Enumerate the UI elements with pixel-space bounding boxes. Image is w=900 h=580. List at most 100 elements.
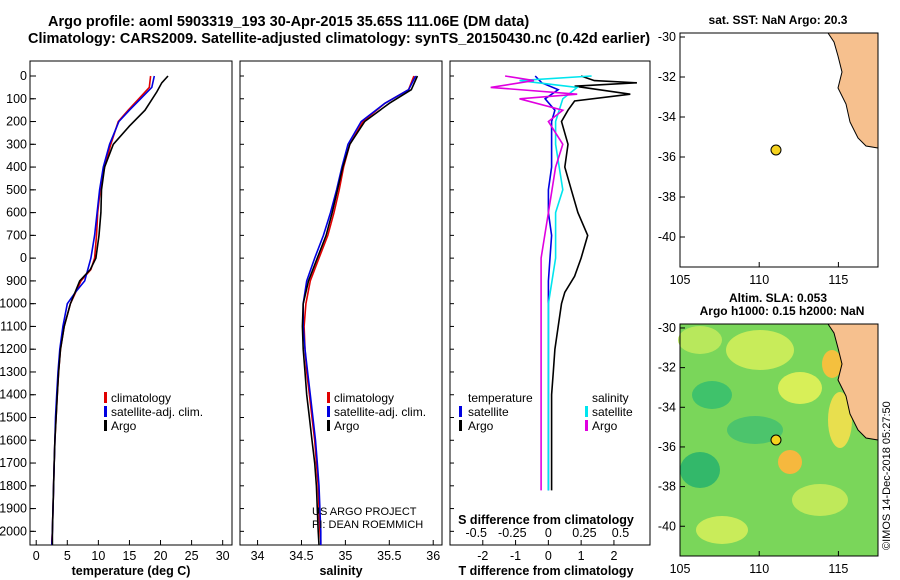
sla-field-blob bbox=[678, 326, 722, 354]
x-tick-label: 25 bbox=[185, 549, 199, 563]
map-lat-label: -34 bbox=[658, 110, 676, 124]
sla-field-blob bbox=[822, 350, 842, 378]
project-credit: US ARGO PROJECT bbox=[312, 506, 417, 518]
depth-tick-label: 100 bbox=[6, 92, 27, 106]
series-line-t-satellite bbox=[534, 75, 560, 491]
sla-field-blob bbox=[828, 392, 852, 448]
depth-tick-label: 1200 bbox=[0, 342, 27, 356]
x-tick-label: 5 bbox=[64, 549, 71, 563]
series-line-climatology bbox=[303, 75, 415, 545]
series-line-t-argo bbox=[550, 75, 637, 491]
map-lon-label: 115 bbox=[828, 273, 848, 287]
legend-satellite: satellite-adj. clim. bbox=[111, 405, 203, 419]
series-line-satellite-adj-clim- bbox=[302, 75, 417, 545]
map-lon-label: 110 bbox=[749, 273, 769, 287]
series-line-argo bbox=[301, 75, 419, 546]
sst-map: -30 -32 -34 -36 -38 -40 105 110 115 bbox=[658, 30, 879, 287]
x-tick-label: 34.5 bbox=[289, 549, 313, 563]
x-tick-label: 1 bbox=[578, 549, 585, 563]
s-tick-label: -0.25 bbox=[498, 526, 527, 540]
salinity-plot: 34 34.5 35 35.5 36 bbox=[240, 75, 440, 563]
depth-tick-label: 0 bbox=[20, 251, 27, 265]
sla-field-blob bbox=[792, 484, 848, 516]
legend-argo: Argo bbox=[111, 419, 137, 433]
depth-tick-label: 1700 bbox=[0, 456, 27, 470]
sla-map-title-2: Argo h1000: 0.15 h2000: NaN bbox=[700, 304, 865, 318]
difference-legend: temperature satellite Argo salinity sate… bbox=[459, 391, 633, 433]
map-lat-label: -40 bbox=[658, 519, 676, 533]
imos-credit: ©IMOS 14-Dec-2018 05:27:50 bbox=[881, 401, 893, 550]
x-tick-label: 0 bbox=[545, 549, 552, 563]
depth-tick-label: 200 bbox=[6, 115, 27, 129]
map-lon-label: 105 bbox=[670, 562, 691, 576]
t-difference-xlabel: T difference from climatology bbox=[458, 564, 633, 578]
difference-panel-frame bbox=[449, 60, 651, 546]
depth-tick-label: 600 bbox=[6, 206, 27, 220]
title-line-2: Climatology: CARS2009. Satellite-adjuste… bbox=[28, 31, 650, 47]
legend-t-argo: Argo bbox=[468, 419, 494, 433]
sla-map-frame bbox=[679, 323, 879, 557]
argo-float-position-marker bbox=[770, 144, 782, 156]
sla-field-blob bbox=[726, 330, 794, 370]
s-tick-label: 0 bbox=[545, 526, 552, 540]
map-lat-label: -32 bbox=[658, 70, 676, 84]
sla-field-blob bbox=[778, 450, 802, 474]
depth-tick-label: 1400 bbox=[0, 388, 27, 402]
legend-t-satellite: satellite bbox=[468, 405, 509, 419]
sla-field-blob bbox=[680, 452, 720, 488]
x-tick-label: 35 bbox=[338, 549, 352, 563]
temperature-xlabel: temperature (deg C) bbox=[72, 564, 191, 578]
map-lon-label: 105 bbox=[670, 273, 691, 287]
map-lat-label: -38 bbox=[658, 480, 676, 494]
sst-map-frame bbox=[679, 32, 879, 268]
x-tick-label: -1 bbox=[510, 549, 521, 563]
x-tick-label: 35.5 bbox=[377, 549, 401, 563]
map-lon-label: 115 bbox=[828, 562, 848, 576]
sla-field-blob bbox=[696, 516, 748, 544]
depth-tick-label: 1500 bbox=[0, 411, 27, 425]
legend-swatch-t-satellite bbox=[459, 406, 462, 417]
legend-temperature-title: temperature bbox=[468, 391, 533, 405]
s-tick-label: 0.5 bbox=[612, 526, 629, 540]
salinity-legend: climatology satellite-adj. clim. Argo US… bbox=[312, 391, 426, 531]
depth-tick-label: 300 bbox=[6, 137, 27, 151]
x-tick-label: 2 bbox=[610, 549, 617, 563]
title-line-1: Argo profile: aoml 5903319_193 30-Apr-20… bbox=[48, 14, 529, 30]
legend-swatch-satellite bbox=[327, 406, 330, 417]
depth-tick-label: 700 bbox=[6, 228, 27, 242]
legend-s-argo: Argo bbox=[592, 419, 618, 433]
map-lat-label: -30 bbox=[658, 321, 676, 335]
depth-tick-label: 1600 bbox=[0, 433, 27, 447]
legend-swatch-s-satellite bbox=[585, 406, 588, 417]
sla-map: -30 -32 -34 -36 -38 -40 105 110 115 bbox=[658, 321, 879, 576]
map-lat-label: -40 bbox=[658, 230, 676, 244]
x-tick-label: 0 bbox=[33, 549, 40, 563]
legend-salinity-title: salinity bbox=[592, 391, 629, 405]
legend-swatch-argo bbox=[327, 420, 330, 431]
map-lat-label: -34 bbox=[658, 400, 676, 414]
legend-argo: Argo bbox=[334, 419, 360, 433]
legend-swatch-satellite bbox=[104, 406, 107, 417]
temperature-legend: climatology satellite-adj. clim. Argo bbox=[104, 391, 203, 433]
argo-float-position-marker bbox=[770, 434, 782, 446]
series-line-satellite-adj-clim- bbox=[51, 75, 156, 546]
salinity-panel-frame bbox=[239, 60, 443, 546]
series-line-s-argo bbox=[490, 75, 578, 491]
legend-climatology: climatology bbox=[111, 391, 171, 405]
s-tick-label: -0.5 bbox=[465, 526, 487, 540]
x-tick-label: 36 bbox=[426, 549, 440, 563]
sla-field-blob bbox=[727, 416, 783, 444]
depth-tick-label: 1000 bbox=[0, 297, 27, 311]
x-tick-label: -2 bbox=[477, 549, 488, 563]
sla-map-title-1: Altim. SLA: 0.053 bbox=[729, 291, 827, 305]
x-tick-label: 10 bbox=[91, 549, 105, 563]
legend-s-satellite: satellite bbox=[592, 405, 633, 419]
map-lon-label: 110 bbox=[749, 562, 769, 576]
legend-climatology: climatology bbox=[334, 391, 394, 405]
depth-tick-label: 2000 bbox=[0, 524, 27, 538]
map-lat-label: -36 bbox=[658, 440, 676, 454]
s-tick-label: 0.25 bbox=[572, 526, 596, 540]
map-lat-label: -30 bbox=[658, 30, 676, 44]
x-tick-label: 34 bbox=[251, 549, 265, 563]
salinity-xlabel: salinity bbox=[319, 564, 362, 578]
